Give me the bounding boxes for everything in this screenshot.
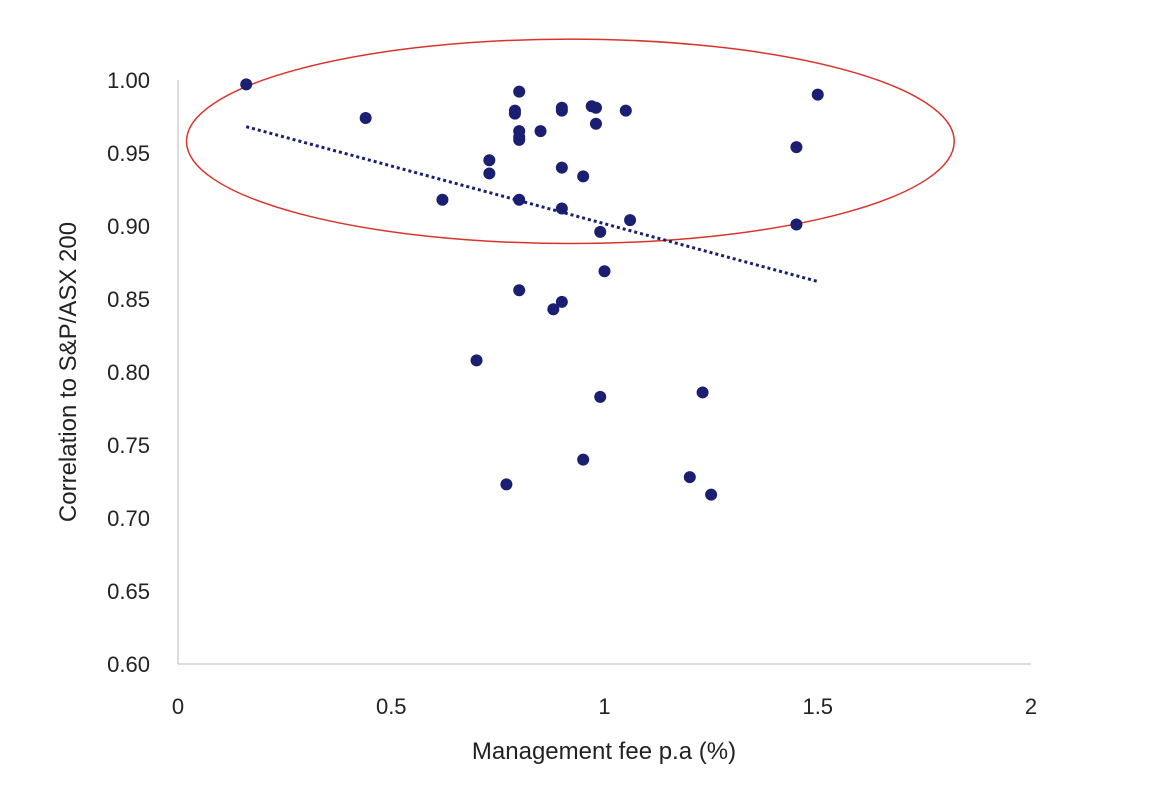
data-point — [790, 141, 803, 154]
data-point — [500, 478, 513, 491]
y-tick-label: 0.60 — [107, 652, 150, 677]
y-tick-label: 0.70 — [107, 506, 150, 531]
data-point — [513, 193, 526, 206]
trendline-layer — [245, 125, 819, 283]
trendline — [245, 125, 819, 283]
data-point — [359, 111, 372, 124]
data-point — [594, 225, 607, 238]
x-tick-label: 0 — [172, 694, 184, 719]
data-point — [577, 170, 590, 183]
data-point — [811, 88, 824, 101]
data-point — [619, 104, 632, 117]
data-point — [790, 218, 803, 231]
y-tick-label: 0.85 — [107, 287, 150, 312]
y-tick-label: 0.75 — [107, 433, 150, 458]
y-tick-label: 0.95 — [107, 141, 150, 166]
data-point — [513, 284, 526, 297]
data-point — [483, 167, 496, 180]
data-point — [470, 354, 483, 367]
data-point — [547, 303, 560, 316]
data-point — [683, 471, 696, 484]
data-point — [534, 125, 547, 138]
data-point — [598, 265, 611, 278]
data-point — [436, 193, 449, 206]
data-point — [483, 154, 496, 167]
x-axis-title: Management fee p.a (%) — [472, 738, 736, 765]
data-point — [240, 78, 253, 91]
data-point — [594, 390, 607, 403]
x-tick-label: 2 — [1025, 694, 1037, 719]
data-points — [240, 78, 824, 501]
x-tick-label: 1.5 — [802, 694, 833, 719]
x-tick-label: 1 — [598, 694, 610, 719]
x-tick-labels: 0 0.5 1 1.5 2 — [172, 694, 1037, 719]
data-point — [589, 101, 602, 114]
data-point — [555, 295, 568, 308]
data-point — [555, 202, 568, 215]
y-tick-label: 0.65 — [107, 579, 150, 604]
data-point — [513, 133, 526, 146]
data-point — [508, 107, 521, 120]
data-point — [555, 104, 568, 117]
data-point — [577, 453, 590, 466]
highlight-layer — [185, 38, 955, 245]
x-tick-label: 0.5 — [376, 694, 407, 719]
y-tick-label: 1.00 — [107, 68, 150, 93]
data-point — [513, 85, 526, 98]
data-point — [555, 161, 568, 174]
y-tick-label: 0.80 — [107, 360, 150, 385]
y-axis-title: Correlation to S&P/ASX 200 — [55, 222, 82, 522]
highlight-ellipse — [185, 38, 955, 245]
data-point — [696, 386, 709, 399]
axes — [177, 80, 1031, 665]
y-tick-labels: 1.00 0.95 0.90 0.85 0.80 0.75 0.70 0.65 0.60 — [107, 68, 150, 677]
y-tick-label: 0.90 — [107, 214, 150, 239]
data-point — [589, 117, 602, 130]
data-point — [624, 214, 637, 227]
data-point — [705, 488, 718, 501]
